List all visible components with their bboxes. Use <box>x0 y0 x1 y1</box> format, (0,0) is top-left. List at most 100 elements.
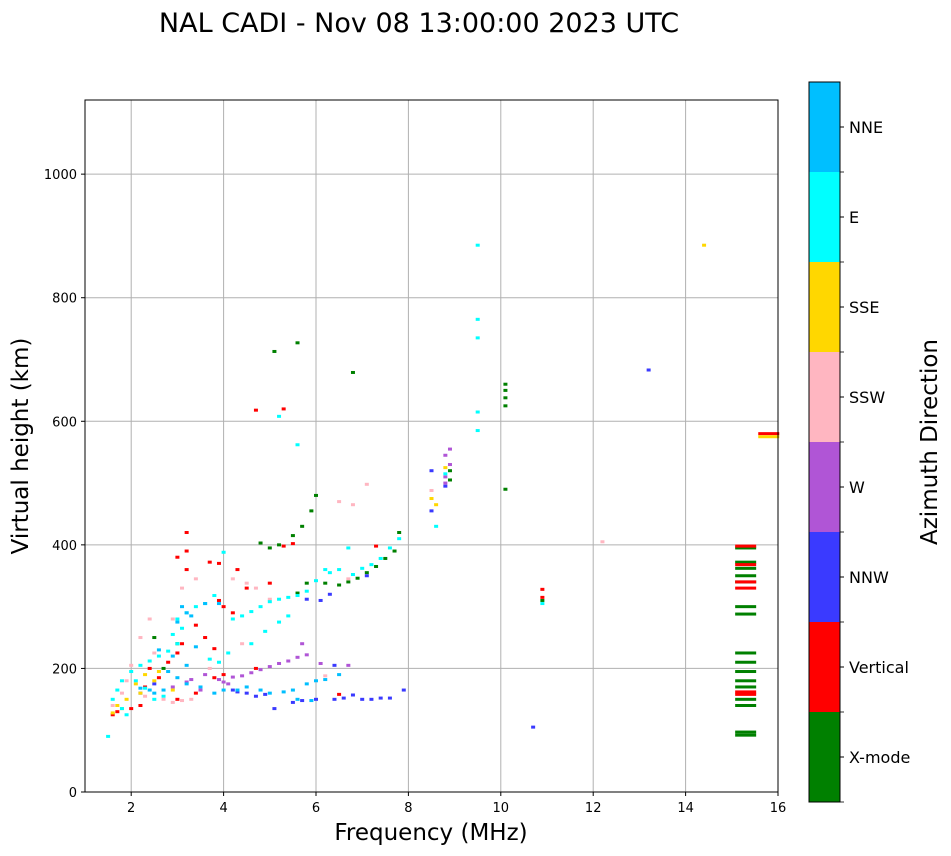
data-point <box>735 612 757 616</box>
data-point <box>184 680 189 684</box>
data-point <box>295 443 300 447</box>
data-point <box>170 700 175 704</box>
data-point <box>735 605 757 609</box>
data-point <box>735 685 757 689</box>
data-point <box>263 629 268 633</box>
data-point <box>180 605 185 609</box>
data-point <box>735 704 757 707</box>
data-point <box>267 546 272 550</box>
data-point <box>318 598 323 602</box>
data-point <box>230 611 235 615</box>
data-point <box>304 589 309 593</box>
data-point <box>184 549 189 553</box>
data-point <box>175 620 180 624</box>
data-point <box>152 679 157 683</box>
data-point <box>323 678 328 682</box>
data-point <box>286 659 291 663</box>
colorbar-tick-label: SSE <box>849 298 879 317</box>
data-point <box>447 463 452 467</box>
colorbar-tick-label: X-mode <box>849 748 910 767</box>
data-point <box>147 659 152 663</box>
data-point <box>258 688 263 692</box>
data-point <box>193 691 198 695</box>
data-point <box>295 591 300 595</box>
x-tick-label: 8 <box>404 801 412 816</box>
data-point <box>429 509 434 513</box>
data-point <box>531 725 536 729</box>
data-point <box>374 544 379 548</box>
y-axis-label: Virtual height (km) <box>8 338 34 555</box>
data-point <box>106 734 111 738</box>
series-sse <box>110 243 780 715</box>
data-point <box>309 509 314 513</box>
colorbar-segment <box>809 532 840 622</box>
data-point <box>263 692 268 696</box>
data-point <box>392 549 397 553</box>
data-point <box>503 404 508 408</box>
data-point <box>332 697 337 701</box>
series-ssw <box>110 482 605 707</box>
data-point <box>249 642 254 646</box>
data-point <box>475 429 480 433</box>
data-point <box>277 620 282 624</box>
data-point <box>216 602 221 606</box>
colorbar-segment <box>809 172 840 262</box>
data-point <box>300 642 305 646</box>
data-point <box>124 713 129 717</box>
x-tick-label: 2 <box>127 801 135 816</box>
data-point <box>369 697 374 701</box>
data-point <box>350 573 355 577</box>
data-point <box>314 493 318 497</box>
colorbar: X-mode Vertical NNW W SSW SSE E NNE <box>808 81 910 803</box>
data-point <box>327 571 332 575</box>
y-tick-label: 200 <box>52 662 77 677</box>
data-point <box>198 688 203 692</box>
data-point <box>286 595 291 599</box>
data-point <box>212 647 217 651</box>
colorbar-segment <box>809 622 840 712</box>
data-point <box>240 642 245 646</box>
data-point <box>235 568 240 572</box>
data-point <box>147 688 152 692</box>
data-point <box>429 488 434 492</box>
data-point <box>337 583 342 587</box>
data-point <box>143 673 148 677</box>
data-point <box>290 688 295 692</box>
colorbar-segment <box>809 352 840 442</box>
data-point <box>170 688 175 692</box>
data-point <box>156 654 161 658</box>
data-point <box>203 636 208 640</box>
data-point <box>323 581 328 585</box>
data-point <box>290 534 295 538</box>
data-point <box>152 682 157 686</box>
data-point <box>447 478 452 482</box>
colorbar-frame <box>808 81 841 803</box>
data-point <box>244 691 249 695</box>
data-point <box>387 696 392 700</box>
y-tick-label: 1000 <box>44 168 77 183</box>
data-point <box>735 544 757 548</box>
data-point <box>115 704 120 707</box>
data-point <box>295 594 300 598</box>
data-point <box>337 692 342 696</box>
data-point <box>540 602 545 606</box>
data-point <box>253 408 258 412</box>
data-point <box>600 540 605 544</box>
data-point <box>212 691 217 695</box>
data-point <box>115 710 120 714</box>
data-point <box>230 577 235 581</box>
colorbar-segment <box>809 712 840 802</box>
data-point <box>735 563 757 567</box>
data-point <box>267 581 272 585</box>
data-point <box>369 563 374 567</box>
data-point <box>124 697 129 701</box>
y-tick-label: 400 <box>52 539 77 554</box>
data-point <box>221 605 226 609</box>
data-point <box>175 651 180 655</box>
data-point <box>161 697 166 701</box>
data-point <box>193 577 198 581</box>
data-point <box>240 614 245 618</box>
data-point <box>221 688 226 692</box>
data-point <box>364 571 369 575</box>
data-point <box>300 524 305 528</box>
